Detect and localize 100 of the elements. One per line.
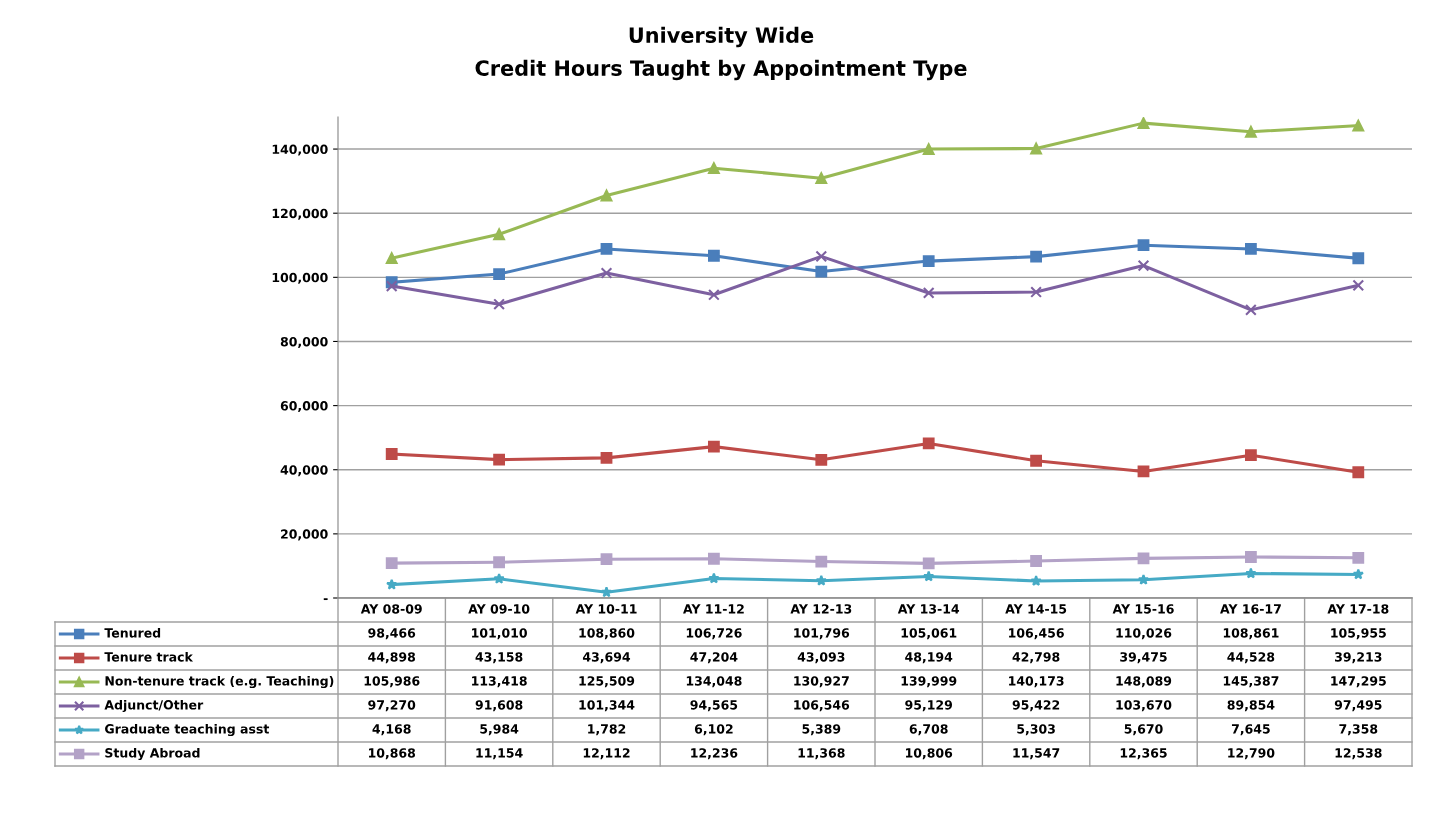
point	[1245, 551, 1257, 563]
data-label: 44,528	[1227, 652, 1275, 664]
point	[815, 265, 828, 278]
data-label: 48,194	[905, 652, 953, 664]
point	[1245, 125, 1257, 138]
point	[493, 556, 505, 569]
data-label: 6,102	[694, 724, 733, 736]
data-label: 134,048	[686, 676, 742, 688]
data-label: 42,798	[1012, 652, 1060, 664]
data-label: 12,236	[691, 748, 738, 760]
y-tick-label: -	[323, 598, 328, 601]
point	[815, 250, 828, 263]
data-label: 11,154	[476, 748, 523, 760]
data-label: 39,475	[1120, 652, 1167, 664]
point	[708, 440, 720, 453]
point	[600, 243, 613, 255]
point	[1245, 567, 1257, 579]
data-label: 5,303	[1017, 724, 1055, 736]
point	[1030, 286, 1042, 298]
data-label: 108,861	[1223, 628, 1279, 640]
data-label: 12,365	[1120, 748, 1167, 760]
data-label: 44,898	[368, 652, 416, 664]
data-label: 110,026	[1116, 628, 1172, 640]
data-label: 130,927	[794, 676, 849, 688]
x-tick-label: AY 14-15	[1005, 604, 1067, 614]
data-label: 7,645	[1231, 724, 1270, 736]
data-label: 7,358	[1339, 724, 1378, 736]
point	[493, 572, 505, 584]
x-tick-label: AY 12-13	[790, 604, 852, 614]
point	[1030, 575, 1042, 586]
point	[1137, 117, 1150, 130]
point	[1030, 454, 1042, 467]
data-label: 4,168	[372, 724, 411, 736]
y-tick-label: 20,000	[281, 529, 328, 541]
point	[1245, 243, 1257, 255]
data-label: 147,295	[1331, 676, 1386, 688]
point	[1352, 551, 1365, 564]
point	[385, 557, 398, 570]
data-label: 139,999	[901, 676, 957, 688]
point	[493, 453, 505, 466]
x-tick-label: AY 08-09	[360, 604, 422, 614]
point	[600, 267, 613, 279]
data-label: 12,538	[1335, 748, 1382, 760]
data-label: 95,129	[905, 700, 953, 712]
point	[1352, 568, 1364, 580]
data-label: 113,418	[472, 676, 527, 688]
point	[815, 574, 827, 586]
point	[1245, 449, 1257, 462]
y-tick-label: 40,000	[280, 465, 328, 477]
point	[600, 553, 613, 566]
point	[493, 298, 505, 311]
data-label: 103,670	[1116, 700, 1172, 712]
point	[385, 448, 398, 460]
data-label: 10,806	[905, 748, 953, 760]
legend-label: Tenure track	[104, 651, 194, 662]
point	[600, 586, 613, 598]
data-label: 5,984	[480, 724, 519, 736]
legend-label: Graduate teaching asst	[105, 723, 270, 737]
point	[922, 143, 935, 155]
point	[815, 453, 828, 466]
point	[708, 162, 720, 175]
data-label: 39,213	[1335, 652, 1382, 664]
data-label: 106,456	[1009, 628, 1064, 640]
data-label: 12,112	[583, 748, 630, 760]
data-label: 106,726	[686, 628, 742, 640]
data-label: 105,061	[901, 628, 957, 640]
y-tick-label: 80,000	[280, 336, 328, 348]
data-label: 89,854	[1227, 700, 1275, 712]
point	[600, 451, 613, 464]
point	[922, 557, 935, 570]
data-label: 43,093	[797, 652, 845, 664]
point	[493, 228, 505, 241]
legend-label: Non-tenure track (e.g. Teaching)	[105, 675, 334, 689]
data-label: 97,495	[1334, 700, 1382, 712]
point	[922, 287, 935, 299]
data-label: 43,694	[582, 652, 631, 664]
data-label: 1,782	[588, 724, 626, 736]
data-label: 108,860	[579, 628, 635, 640]
x-tick-label: AY 16-17	[1220, 604, 1281, 614]
data-label: 11,547	[1013, 748, 1060, 760]
data-label: 101,344	[579, 700, 635, 712]
point	[385, 280, 398, 292]
point	[385, 252, 398, 265]
point	[1352, 466, 1365, 479]
x-tick-label: AY 09-10	[468, 604, 530, 614]
data-label: 91,608	[475, 700, 523, 712]
chart-subtitle: Credit Hours Taught by Appointment Type	[475, 59, 967, 81]
point	[708, 249, 720, 262]
y-tick-label: 120,000	[272, 208, 328, 220]
point	[815, 555, 828, 568]
x-tick-label: AY 11-12	[683, 604, 744, 614]
y-tick-label: 60,000	[280, 401, 328, 413]
data-label: 12,790	[1228, 748, 1275, 760]
y-tick-label: 140,000	[272, 144, 328, 156]
point	[1030, 142, 1042, 155]
point	[1137, 552, 1150, 565]
point	[922, 437, 935, 450]
point	[1352, 279, 1365, 292]
point	[1137, 465, 1150, 478]
data-label: 97,270	[368, 700, 416, 712]
